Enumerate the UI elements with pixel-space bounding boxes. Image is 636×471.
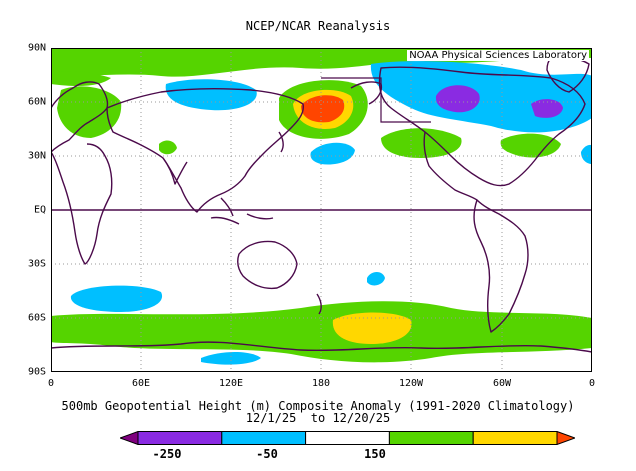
anomaly-positive-tibet — [159, 140, 177, 155]
map-frame — [51, 48, 592, 372]
lon-label-180: 180 — [311, 378, 331, 389]
anomaly-negative-pacific-30n — [310, 142, 355, 165]
anomaly-negative-south-indian — [70, 285, 163, 312]
anomaly-map — [51, 48, 592, 372]
anomaly-strong-negative-atlantic — [531, 99, 563, 118]
lat-label-60n: 60N — [27, 96, 46, 108]
lat-label-30n: 30N — [27, 150, 46, 162]
lat-label-90s: 90S — [27, 366, 46, 378]
anomaly-negative-antarctic — [201, 352, 261, 365]
colorbar-cell-4 — [388, 431, 474, 445]
anomaly-positive-southern-ocean — [51, 301, 592, 363]
lat-label-60s: 60S — [27, 312, 46, 324]
anomaly-negative-south-pacific — [367, 272, 385, 286]
credit-label: NOAA Physical Sciences Laboratory — [407, 50, 589, 61]
lon-label-60e: 60E — [131, 378, 151, 389]
anomaly-positive-europe — [57, 86, 122, 138]
colorbar-cell-1 — [137, 431, 223, 445]
lat-label-30s: 30S — [27, 258, 46, 270]
map-subtitle: 500mb Geopotential Height (m) Composite … — [0, 400, 636, 424]
colorbar-cell-2 — [221, 431, 307, 445]
anomaly-positive-natlantic — [500, 133, 561, 158]
coastlines — [51, 56, 592, 353]
colorbar — [120, 431, 575, 445]
lon-label-60w: 60W — [492, 378, 512, 389]
lat-label-90n: 90N — [27, 42, 46, 54]
subtitle-line-2: 12/1/25 to 12/20/25 — [245, 411, 391, 425]
lon-label-0-right: 0 — [588, 378, 596, 389]
map-title: NCEP/NCAR Reanalysis — [245, 19, 391, 33]
anomaly-moderate-south-pacific — [332, 312, 412, 344]
anomaly-positive-usa — [381, 128, 462, 158]
colorbar-label-neg50: -50 — [256, 447, 278, 461]
lon-label-0: 0 — [47, 378, 55, 389]
lon-label-120w: 120W — [398, 378, 424, 389]
anomaly-negative-atlantic-30n — [581, 144, 592, 164]
lat-label-eq: EQ — [33, 204, 46, 216]
lon-label-120e: 120E — [218, 378, 244, 389]
colorbar-cell-5 — [472, 431, 558, 445]
colorbar-label-neg250: -250 — [152, 447, 182, 461]
colorbar-cell-3 — [305, 431, 390, 445]
subtitle-line-1: 500mb Geopotential Height (m) Composite … — [61, 399, 575, 413]
colorbar-cell-0 — [120, 431, 139, 445]
anomaly-negative-siberia — [165, 79, 257, 111]
anomaly-strong-negative-hudson — [435, 85, 480, 113]
colorbar-cell-6 — [556, 431, 575, 445]
colorbar-label-150: 150 — [364, 447, 386, 461]
